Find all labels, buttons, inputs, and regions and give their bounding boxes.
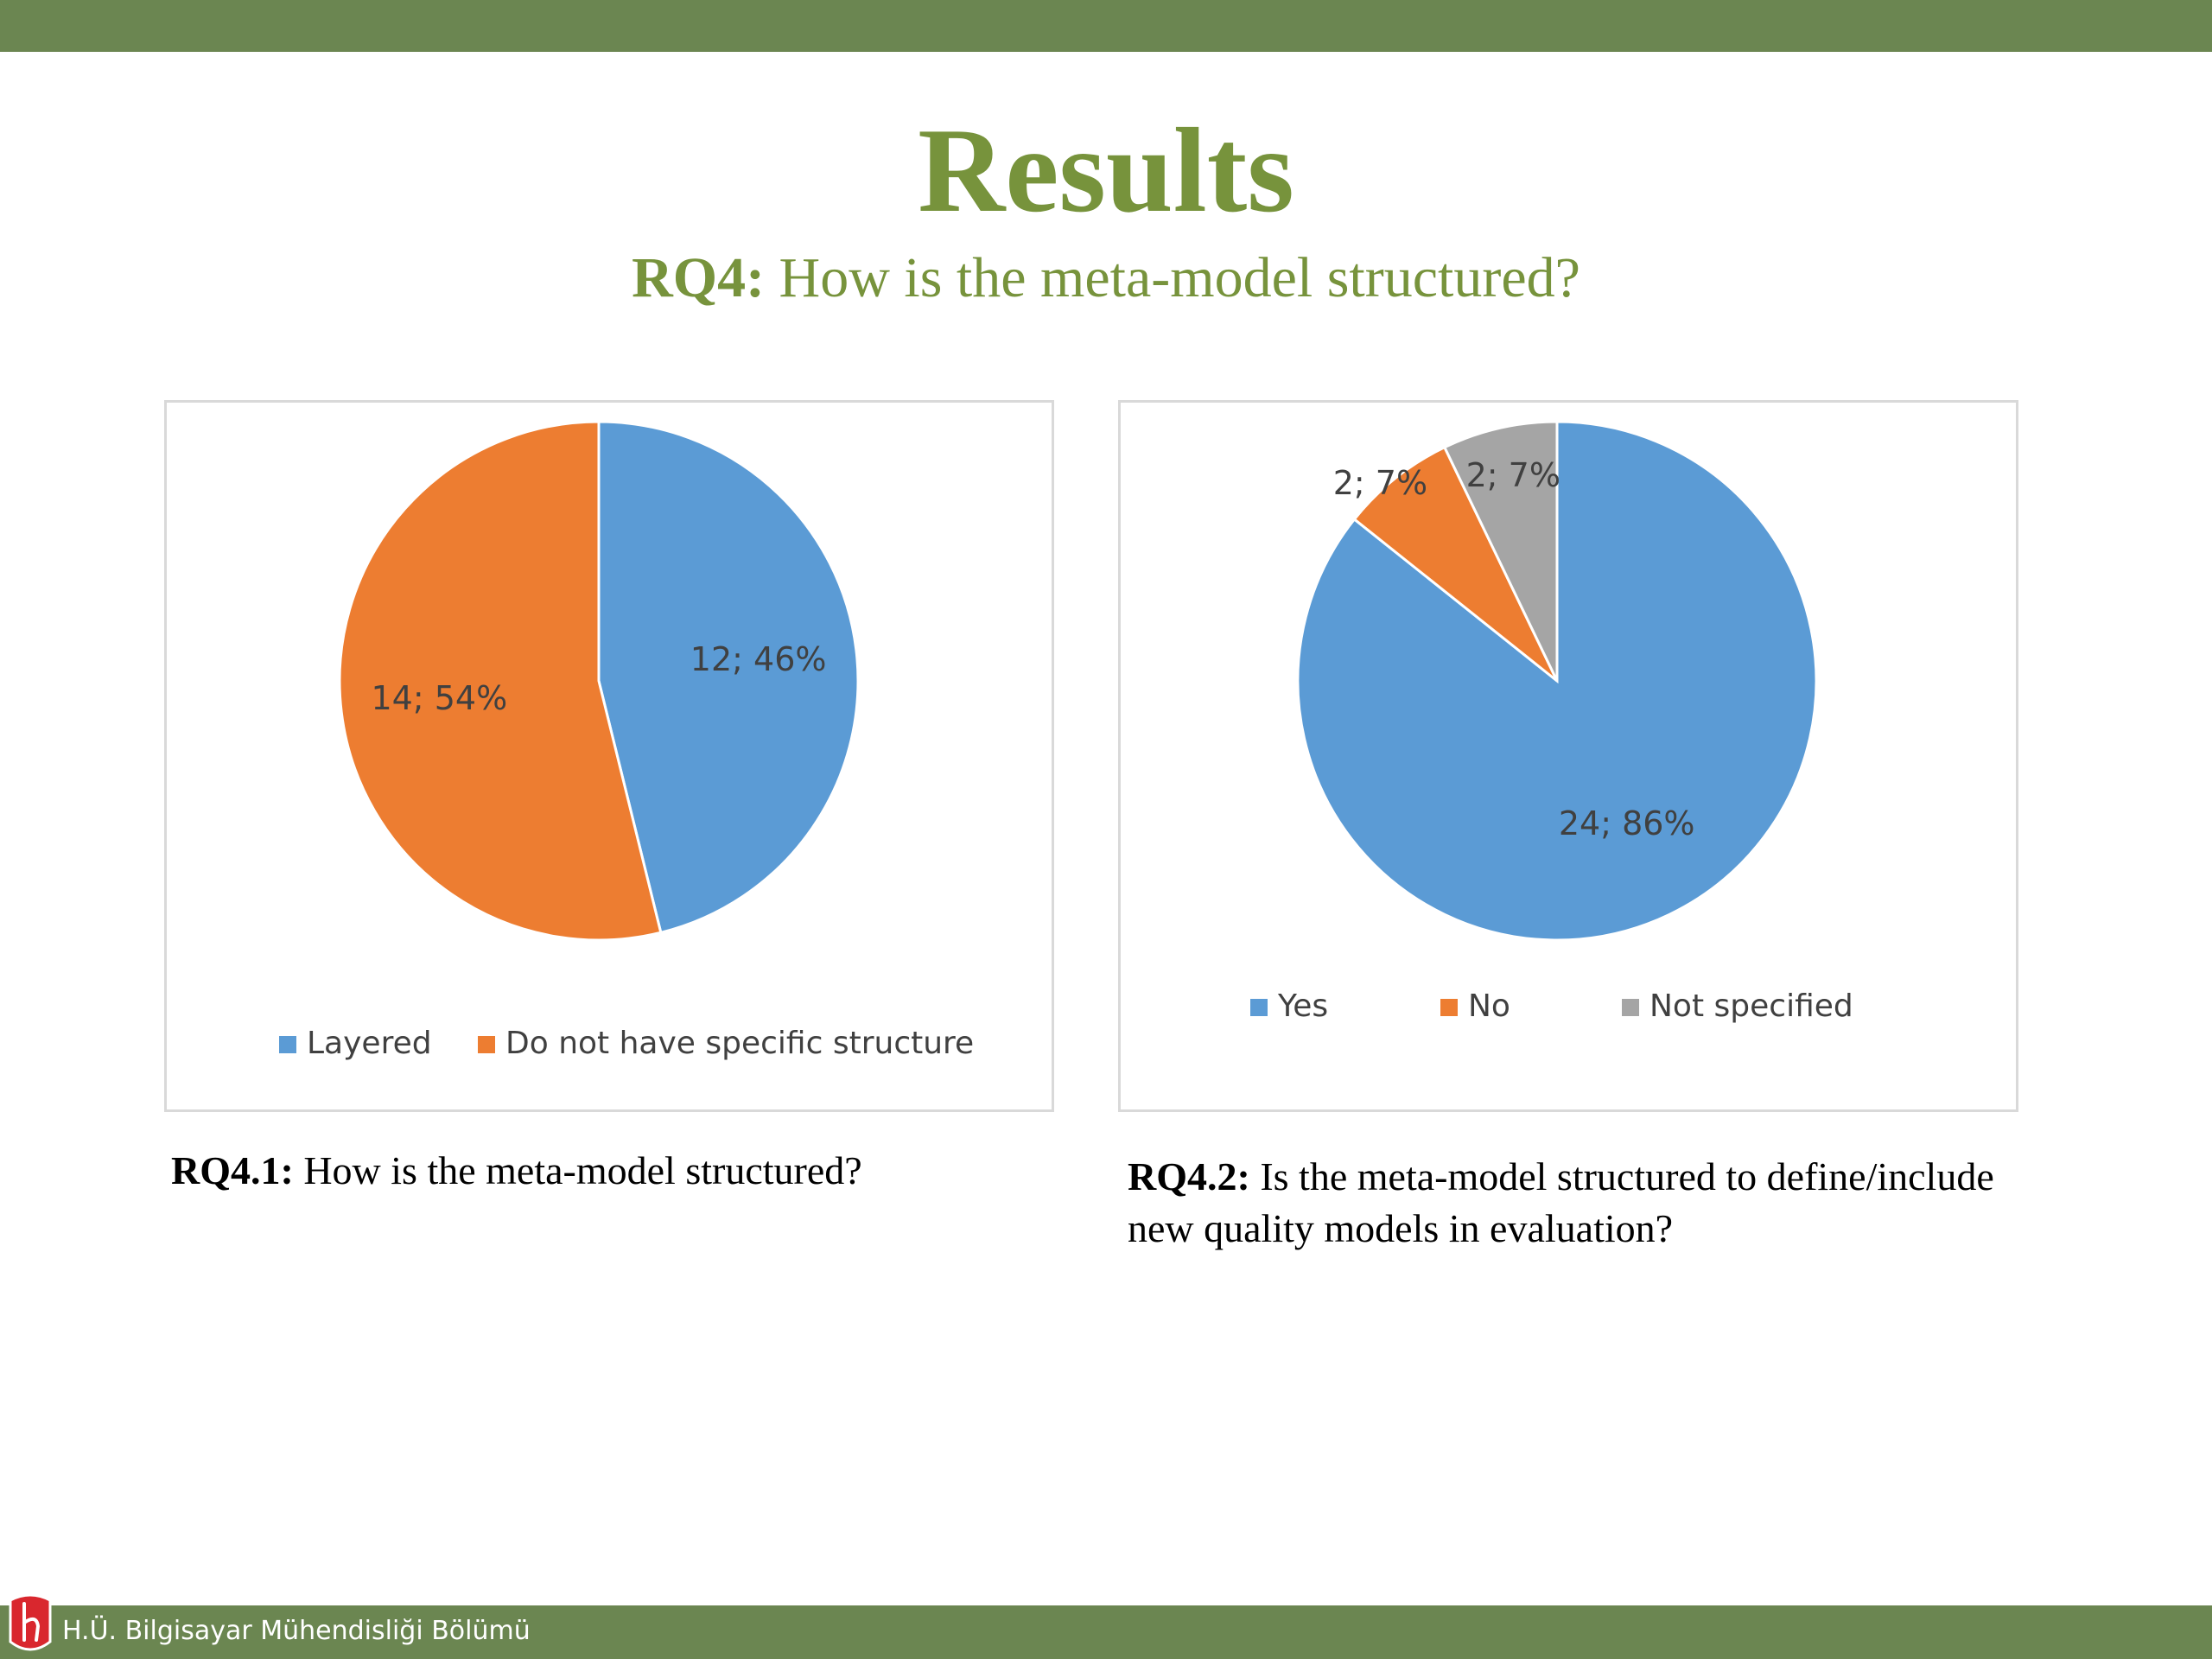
data-label: 24; 86% — [1559, 804, 1695, 842]
pie-slice-not-specified — [1442, 420, 1559, 682]
pie-slice-layered — [597, 420, 860, 935]
pie-chart-rq41: 12; 46% 14; 54% Layered Do not have specifi… — [279, 420, 974, 1061]
top-bar — [0, 0, 2212, 52]
footer-bar — [0, 1605, 2212, 1659]
caption-rq42: RQ4.2: Is the meta-model structured to d… — [1128, 1151, 2035, 1255]
caption-rq41-text: How is the meta-model structured? — [293, 1148, 862, 1192]
pie-slice-yes — [1296, 420, 1818, 942]
legend-swatch — [1250, 999, 1268, 1016]
chart-rq41: 12; 46% 14; 54% Layered Do not have specifi… — [164, 400, 1054, 1112]
legend-swatch — [1440, 999, 1458, 1016]
subtitle-label: RQ4: — [632, 246, 766, 309]
data-label: 12; 46% — [690, 640, 827, 678]
pie-slice-do-not-have-specific-structure — [338, 420, 663, 942]
university-logo-icon — [9, 1593, 52, 1651]
slide-subtitle: RQ4: How is the meta-model structured? — [0, 244, 2212, 313]
pie-chart-rq42: 24; 86% 2; 7% 2; 7% Yes No Not specified — [1250, 420, 1853, 1024]
chart-rq42: 24; 86% 2; 7% 2; 7% Yes No Not specified — [1118, 400, 2018, 1112]
caption-rq41-label: RQ4.1: — [171, 1148, 294, 1192]
legend-label: Yes — [1277, 988, 1328, 1024]
data-label: 2; 7% — [1333, 464, 1427, 502]
caption-rq41: RQ4.1: How is the meta-model structured? — [171, 1145, 1035, 1197]
data-label: 14; 54% — [372, 679, 508, 717]
legend-label: No — [1468, 988, 1510, 1024]
legend-label: Layered — [307, 1026, 432, 1061]
pie-slice-no — [1352, 445, 1559, 683]
caption-rq42-text: Is the meta-model structured to define/i… — [1128, 1154, 1994, 1250]
legend-swatch — [1622, 999, 1639, 1016]
footer-text: H.Ü. Bilgisayar Mühendisliği Bölümü — [62, 1616, 531, 1646]
legend-swatch — [478, 1036, 495, 1053]
legend-swatch — [279, 1036, 296, 1053]
caption-rq42-label: RQ4.2: — [1128, 1154, 1250, 1198]
data-label: 2; 7% — [1466, 456, 1560, 494]
legend-label: Do not have specific structure — [505, 1026, 974, 1061]
legend-label: Not specified — [1649, 988, 1853, 1024]
slide-title: Results — [918, 104, 1294, 238]
subtitle-text: How is the meta-model structured? — [765, 246, 1580, 309]
